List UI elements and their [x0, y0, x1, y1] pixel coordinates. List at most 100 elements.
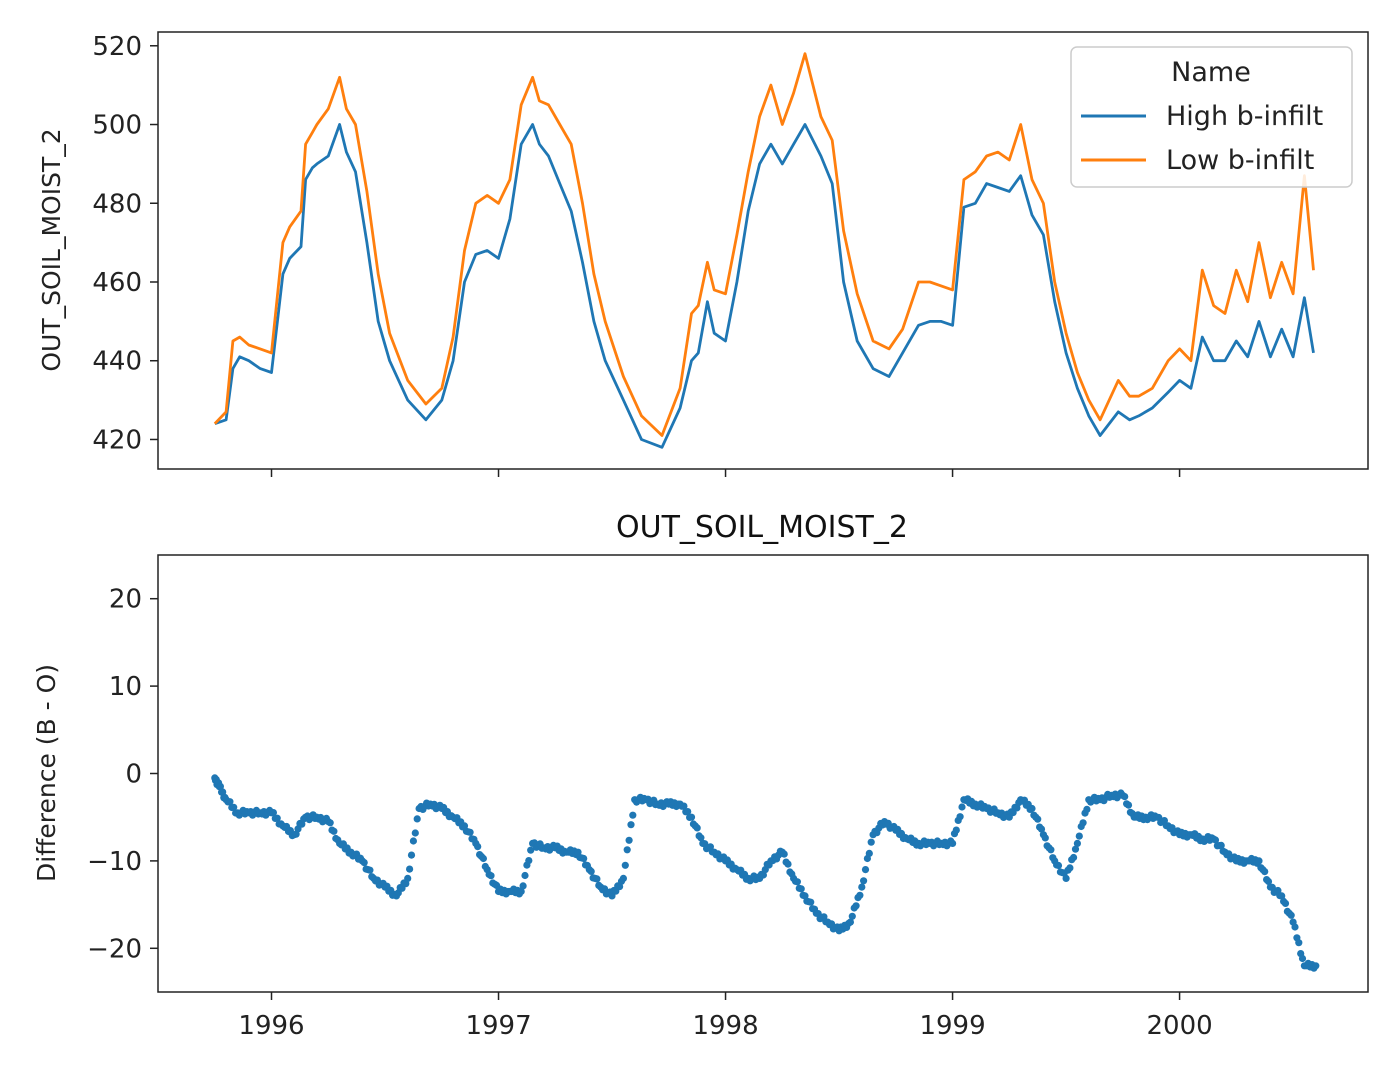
bottom-y-tick-label: 20	[109, 585, 142, 615]
scatter-point	[784, 860, 792, 868]
scatter-point	[593, 875, 601, 883]
scatter-point	[848, 912, 856, 920]
scatter-point	[867, 838, 875, 846]
bottom-scatter-points	[211, 774, 1320, 972]
legend: Name High b-infilt Low b-infilt	[1070, 46, 1353, 188]
scatter-point	[406, 865, 414, 873]
legend-label-low-b-infilt: Low b-infilt	[1166, 145, 1314, 176]
scatter-point	[1211, 836, 1220, 844]
scatter-point	[619, 874, 628, 883]
scatter-point	[1034, 815, 1042, 823]
scatter-point	[759, 871, 768, 879]
scatter-point	[1054, 861, 1063, 870]
scatter-point	[1298, 954, 1307, 963]
scatter-point	[1062, 874, 1070, 883]
scatter-point	[527, 846, 535, 854]
top-series-lines	[213, 52, 1315, 449]
scatter-point	[474, 843, 482, 851]
scatter-point	[580, 854, 588, 863]
scatter-point	[326, 819, 334, 827]
series-line-low-b-infilt	[213, 52, 1315, 437]
scatter-point	[411, 829, 419, 837]
scatter-point	[360, 859, 368, 867]
scatter-point	[366, 866, 374, 874]
scatter-point	[479, 854, 487, 863]
scatter-point	[680, 802, 688, 810]
scatter-point	[219, 788, 227, 796]
scatter-point	[525, 857, 533, 865]
scatter-point	[797, 885, 805, 893]
scatter-point	[487, 872, 495, 880]
scatter-point	[1291, 923, 1299, 931]
scatter-point	[409, 837, 417, 845]
bottom-x-tick-label: 1999	[919, 1011, 985, 1041]
top-y-tick-label: 420	[92, 425, 142, 455]
scatter-point	[517, 887, 525, 896]
scatter-point	[852, 902, 860, 910]
bottom-panel: −20 −10 0 10 20 1996 1997 1998 1999 2000 Differe…	[32, 554, 1369, 1041]
top-y-tick-label: 460	[92, 268, 142, 298]
scatter-point	[846, 918, 855, 926]
scatter-point	[216, 782, 224, 791]
scatter-point	[1278, 892, 1286, 900]
scatter-point	[949, 839, 957, 848]
scatter-point	[687, 813, 696, 821]
scatter-point	[627, 821, 635, 829]
scatter-point	[1312, 962, 1320, 970]
bottom-x-tick-label: 1998	[692, 1011, 758, 1041]
scatter-point	[269, 809, 277, 817]
bottom-y-tick-label: −20	[87, 934, 142, 964]
bottom-y-tick-label: −10	[87, 847, 142, 877]
scatter-point	[1287, 911, 1295, 919]
scatter-point	[466, 828, 474, 836]
bottom-y-tick-label: 10	[109, 672, 142, 702]
scatter-point	[230, 803, 238, 811]
scatter-point	[625, 836, 633, 844]
scatter-point	[693, 824, 701, 832]
legend-title: Name	[1171, 57, 1251, 88]
scatter-point	[460, 822, 469, 830]
scatter-point	[1121, 793, 1129, 801]
scatter-point	[684, 808, 692, 816]
scatter-point	[952, 826, 960, 834]
bottom-y-tick-label: 0	[125, 760, 142, 790]
scatter-point	[407, 851, 416, 859]
scatter-point	[956, 813, 964, 821]
legend-box	[1070, 46, 1353, 188]
scatter-point	[521, 871, 529, 880]
bottom-chart-title: OUT_SOIL_MOIST_2	[616, 510, 908, 545]
scatter-point	[793, 878, 802, 886]
bottom-x-tick-label: 1997	[465, 1011, 531, 1041]
top-y-tick-label: 440	[92, 347, 142, 377]
scatter-point	[807, 898, 815, 906]
top-y-tick-label: 480	[92, 189, 142, 219]
scatter-point	[273, 814, 281, 822]
scatter-point	[858, 883, 866, 891]
scatter-point	[413, 815, 421, 823]
bottom-plot-frame	[157, 554, 1369, 993]
scatter-point	[865, 849, 873, 858]
scatter-point	[519, 882, 527, 890]
scatter-point	[1124, 801, 1133, 809]
scatter-point	[1261, 868, 1269, 876]
scatter-point	[621, 861, 629, 869]
scatter-point	[780, 850, 788, 858]
scatter-point	[1037, 825, 1046, 833]
scatter-point	[856, 891, 864, 899]
top-y-tick-label: 520	[92, 32, 142, 62]
scatter-point	[1066, 864, 1074, 872]
scatter-point	[1255, 857, 1263, 865]
top-y-axis-label: OUT_SOIL_MOIST_2	[37, 128, 66, 371]
scatter-point	[958, 803, 966, 811]
scatter-point	[1070, 853, 1078, 862]
top-y-tick-label: 500	[92, 111, 142, 141]
scatter-point	[226, 798, 234, 806]
scatter-point	[587, 867, 595, 876]
bottom-x-tick-label: 1996	[238, 1011, 304, 1041]
scatter-point	[1075, 832, 1083, 840]
scatter-point	[1041, 834, 1049, 842]
scatter-point	[697, 834, 705, 842]
scatter-point	[1264, 877, 1273, 886]
scatter-point	[1047, 846, 1055, 854]
